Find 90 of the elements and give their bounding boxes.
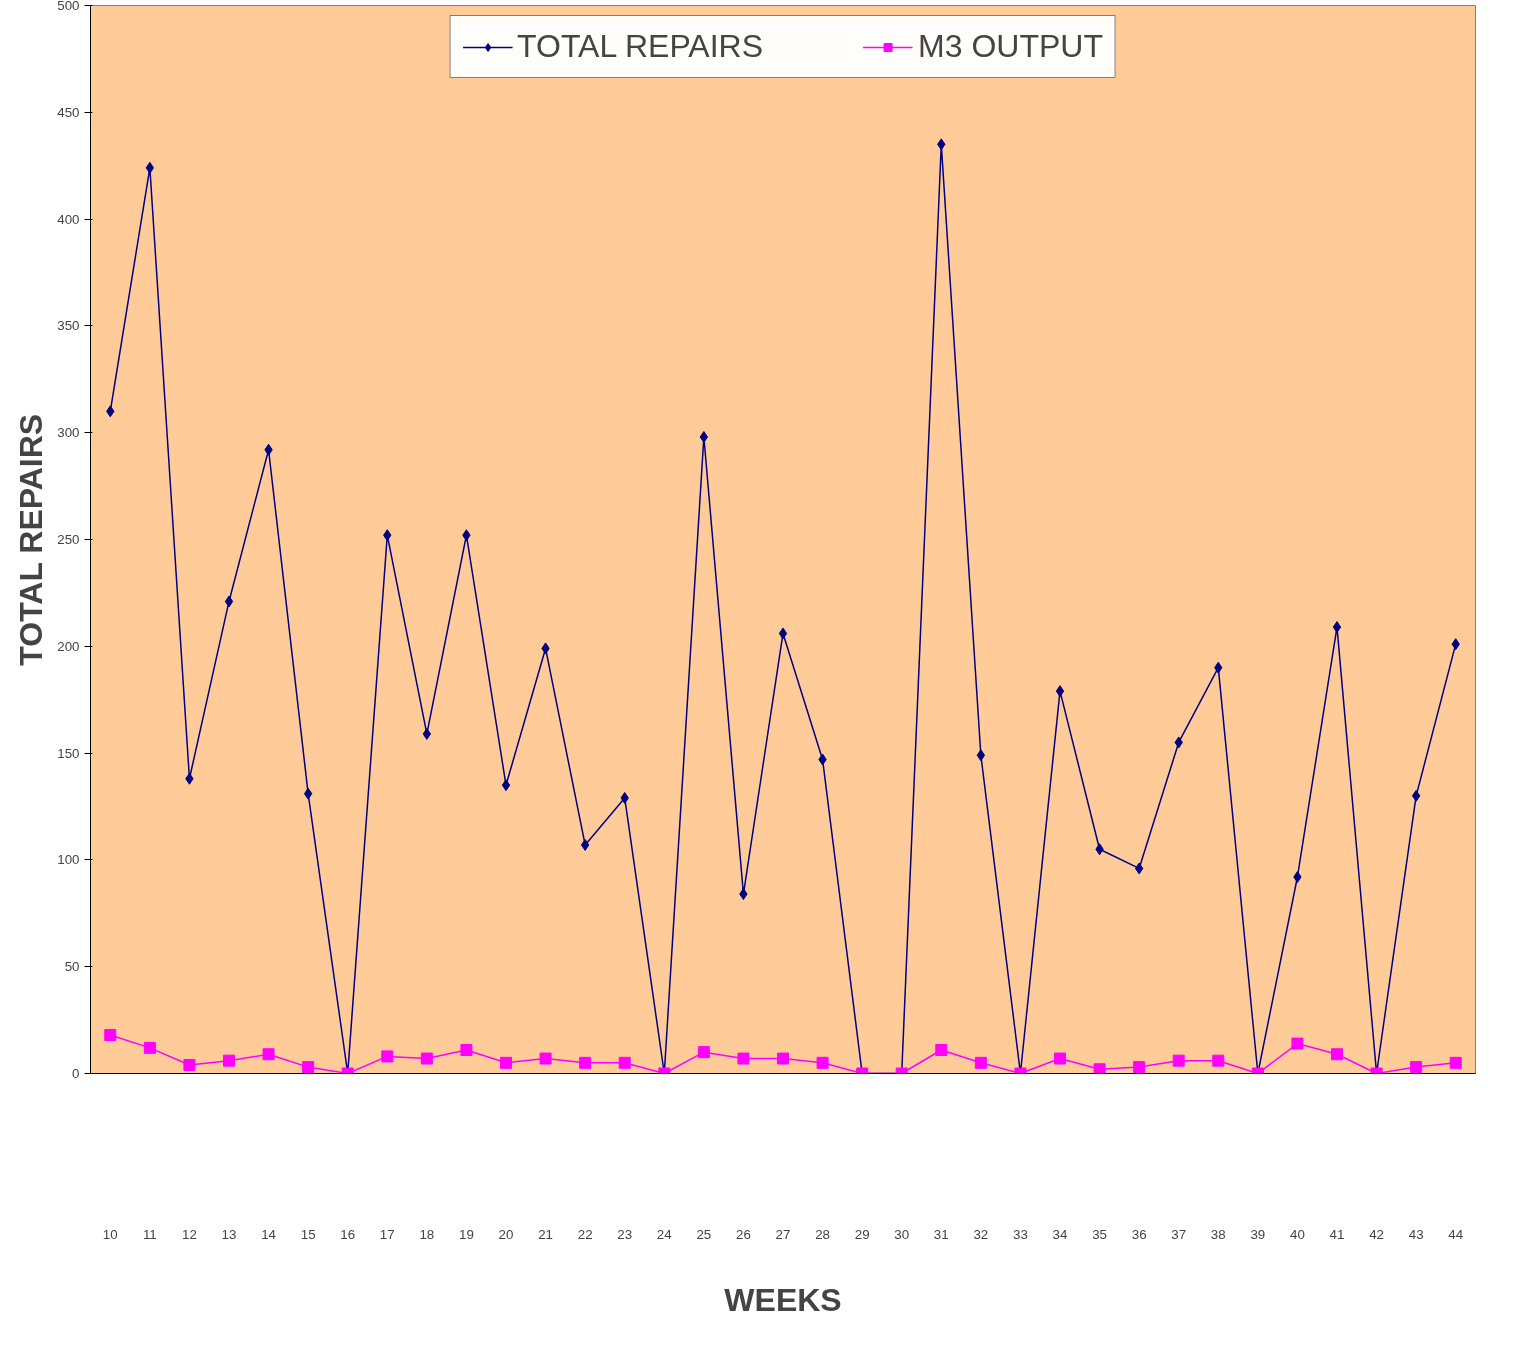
y-tick-label: 50 — [64, 959, 80, 975]
x-tick-label: 22 — [577, 1226, 593, 1242]
point — [697, 1046, 710, 1059]
x-tick-label: 21 — [538, 1226, 553, 1242]
point — [223, 1054, 235, 1067]
x-tick-label: 43 — [1408, 1226, 1424, 1242]
point — [224, 595, 234, 608]
y-tick-label: 350 — [57, 318, 80, 334]
point — [816, 1056, 829, 1069]
y-tick-label: 400 — [57, 211, 80, 227]
x-tick-label: 38 — [1210, 1226, 1226, 1242]
x-tick-label: 34 — [1052, 1226, 1068, 1242]
y-tick-label: 450 — [57, 104, 80, 120]
point — [618, 1056, 631, 1069]
point — [777, 1052, 789, 1065]
point — [262, 1048, 275, 1061]
point — [104, 1029, 117, 1042]
x-tick-label: 24 — [656, 1226, 673, 1242]
x-tick-label: 31 — [933, 1226, 949, 1242]
x-tick-label: 13 — [221, 1226, 237, 1242]
x-tick-label: 14 — [261, 1226, 277, 1242]
x-tick-label: 33 — [1013, 1226, 1028, 1242]
y-tick-label: 0 — [72, 1066, 80, 1081]
x-tick-label: 17 — [379, 1226, 395, 1242]
point — [1331, 1048, 1343, 1061]
point — [539, 1052, 552, 1065]
x-tick-label: 11 — [142, 1226, 157, 1242]
x-axis-title: WEEKS — [724, 1281, 842, 1318]
point — [1133, 1061, 1146, 1074]
point — [976, 749, 986, 762]
point — [1291, 1037, 1304, 1050]
x-tick-label: 36 — [1131, 1226, 1147, 1242]
y-tick-label: 250 — [57, 532, 80, 547]
point — [500, 1056, 512, 1069]
legend-label: M3 OUTPUT — [918, 28, 1103, 65]
x-tick-label: 26 — [736, 1226, 751, 1242]
x-tick-label: 25 — [696, 1226, 712, 1242]
point — [1449, 1056, 1462, 1069]
x-tick-label: 42 — [1369, 1226, 1384, 1242]
legend-label: TOTAL REPAIRS — [517, 28, 764, 65]
point — [1093, 1063, 1106, 1074]
x-tick-label: 32 — [973, 1226, 989, 1242]
point — [501, 779, 511, 792]
point — [1054, 1052, 1066, 1065]
point — [1055, 685, 1065, 698]
x-tick-label: 39 — [1250, 1226, 1266, 1242]
y-tick-label: 150 — [57, 745, 80, 761]
x-tick-label: 23 — [617, 1226, 633, 1242]
point — [737, 1052, 750, 1065]
x-tick-label: 28 — [815, 1226, 830, 1242]
x-tick-label: 30 — [894, 1226, 910, 1242]
point — [303, 787, 313, 800]
x-tick-label: 12 — [182, 1226, 197, 1242]
point — [381, 1050, 394, 1063]
point — [420, 1052, 433, 1065]
point — [143, 1041, 156, 1054]
point — [1172, 1054, 1185, 1067]
y-tick-label: 200 — [57, 638, 80, 654]
x-tick-label: 15 — [300, 1226, 316, 1242]
y-tick-label: 500 — [57, 0, 80, 13]
y-axis-title: TOTAL REPAIRS — [13, 413, 50, 666]
point — [460, 1044, 473, 1056]
x-tick-label: 10 — [102, 1226, 118, 1242]
point — [580, 838, 590, 851]
y-tick-label: 300 — [57, 425, 80, 441]
point — [183, 1058, 196, 1071]
point — [1212, 1054, 1225, 1067]
point — [145, 161, 155, 174]
point — [579, 1056, 592, 1069]
point — [1134, 862, 1144, 875]
point — [935, 1044, 948, 1056]
x-tick-label: 16 — [340, 1226, 356, 1242]
x-tick-label: 19 — [459, 1226, 474, 1242]
point — [1411, 789, 1421, 802]
y-tick-label: 100 — [57, 852, 80, 868]
x-tick-label: 44 — [1448, 1226, 1464, 1242]
x-tick-label: 35 — [1092, 1226, 1107, 1242]
x-tick-label: 29 — [854, 1226, 870, 1242]
point — [422, 727, 432, 740]
point — [778, 627, 788, 640]
x-tick-label: 20 — [498, 1226, 514, 1242]
x-tick-label: 27 — [775, 1226, 791, 1242]
x-tick-label: 18 — [419, 1226, 435, 1242]
x-tick-label: 40 — [1290, 1226, 1305, 1242]
x-tick-label: 37 — [1171, 1226, 1187, 1242]
x-tick-label: 41 — [1329, 1226, 1345, 1242]
point — [699, 430, 709, 443]
point — [1410, 1061, 1423, 1074]
point — [302, 1061, 315, 1074]
point — [974, 1056, 987, 1069]
